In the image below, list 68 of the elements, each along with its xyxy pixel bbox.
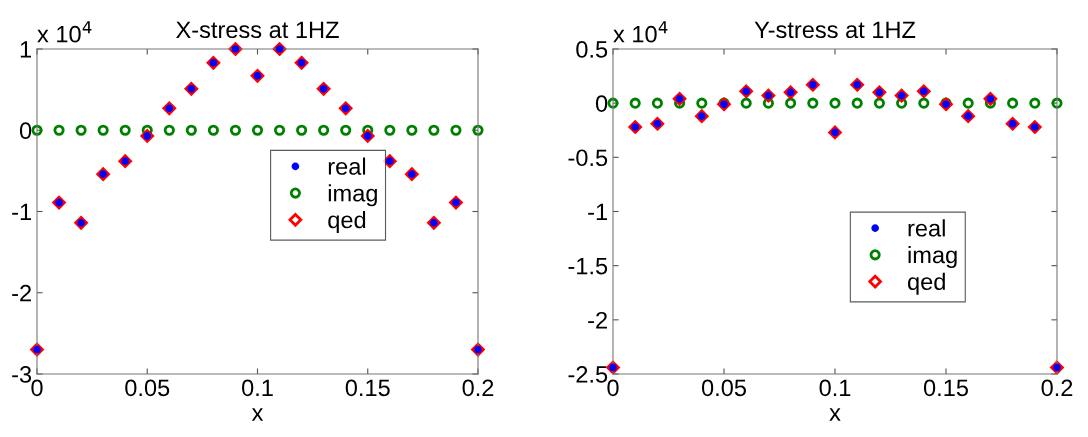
point <box>918 97 930 109</box>
y-tick-label: 0 <box>595 95 608 112</box>
point <box>785 97 797 109</box>
y-tick-label: 0.5 <box>576 41 608 58</box>
point <box>406 124 418 136</box>
legend-label: imag <box>328 184 377 207</box>
legend-label: qed <box>328 210 366 233</box>
point <box>740 97 752 109</box>
x-tick-label: 0.2 <box>1041 379 1073 397</box>
point <box>962 97 974 109</box>
point <box>229 124 242 136</box>
point <box>851 97 863 109</box>
point <box>318 124 330 136</box>
point <box>207 124 219 136</box>
x-tick-label: 0 <box>31 379 43 397</box>
y-tick-label: -1 <box>588 203 607 221</box>
point <box>296 124 308 136</box>
chart-title: Y-stress at 1HZ <box>754 21 916 39</box>
point <box>1029 97 1041 109</box>
point <box>829 97 841 109</box>
x-tick-label: 0.15 <box>923 379 968 397</box>
point <box>185 124 197 136</box>
point <box>1007 97 1019 109</box>
point <box>340 124 352 136</box>
y-tick-label: -3 <box>12 366 32 383</box>
y-tick-label: -1.5 <box>568 257 608 275</box>
point <box>651 97 663 109</box>
x-tick-label: 0.05 <box>125 379 170 397</box>
point <box>384 124 396 136</box>
point <box>696 97 708 109</box>
point <box>450 124 462 136</box>
point <box>472 124 484 136</box>
x-tick-label: 0.05 <box>701 379 746 397</box>
y-tick-label: 0 <box>19 122 32 140</box>
legend-label: imag <box>908 245 957 268</box>
y-tick-label: -1 <box>12 203 31 221</box>
legend-label: qed <box>908 272 945 295</box>
point <box>119 124 131 136</box>
point <box>428 124 440 136</box>
legend-label: real <box>328 157 366 175</box>
y-tick-label: -0.5 <box>568 149 608 167</box>
point <box>607 97 619 109</box>
y-tick-label: -2 <box>588 311 607 329</box>
x-tick-label: 0.1 <box>242 379 273 397</box>
x-axis-title: x <box>829 408 841 421</box>
x-tick-label: 0.15 <box>345 379 390 397</box>
point <box>75 124 87 136</box>
x-axis-title: x <box>251 408 264 421</box>
y-tick-label: -2 <box>12 284 31 302</box>
x-tick-label: 0.1 <box>819 379 851 397</box>
x-tick-label: 0.2 <box>462 379 494 397</box>
legend-label: real <box>908 219 945 237</box>
point <box>629 97 641 109</box>
point <box>251 124 264 136</box>
chart-title: X-stress at 1HZ <box>176 21 339 39</box>
x-tick-label: 0 <box>607 379 619 397</box>
y-tick-label: 1 <box>20 41 31 58</box>
point <box>97 124 109 136</box>
point <box>53 124 65 136</box>
point <box>31 124 43 136</box>
text: x 10$^{4}$ <box>613 21 668 43</box>
point <box>163 124 175 136</box>
point <box>873 97 885 109</box>
point <box>1051 97 1063 109</box>
y-tick-label: -2.5 <box>568 366 608 383</box>
point <box>273 124 286 136</box>
text: x 10$^{4}$ <box>37 21 92 43</box>
point <box>807 97 819 109</box>
